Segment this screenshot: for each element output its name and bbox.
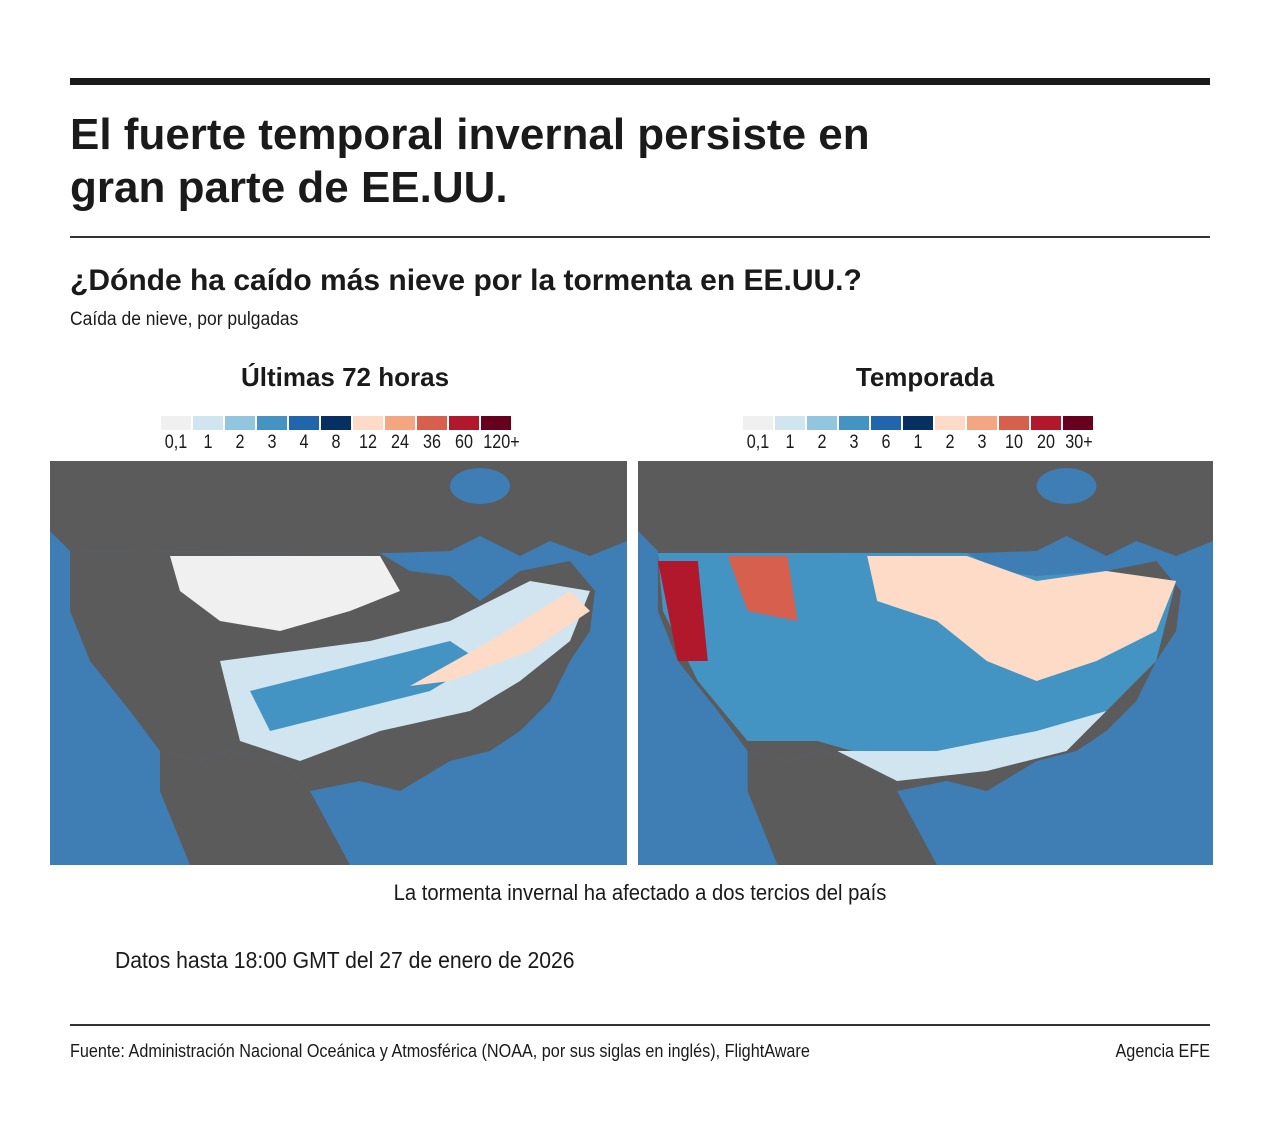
legend-item: 20 — [1031, 416, 1061, 454]
legend-72h: 0,1 1 2 3 4 8 12 24 36 60 120+ — [161, 416, 520, 454]
snow-area-rockies — [727, 556, 798, 621]
legend-item: 120+ — [481, 416, 520, 454]
legend-label: 3 — [849, 432, 859, 453]
legend-label: 8 — [331, 432, 341, 453]
legend-item: 4 — [289, 416, 319, 454]
map-72h — [50, 461, 627, 865]
legend-label: 2 — [235, 432, 245, 453]
legend-swatch — [743, 416, 773, 430]
legend-swatch — [481, 416, 511, 430]
canada-land — [638, 461, 1213, 556]
legend-item: 3 — [839, 416, 869, 454]
snow-area-northeast — [867, 556, 1177, 681]
legend-label: 120+ — [483, 432, 520, 453]
legend-item: 3 — [257, 416, 287, 454]
legend-item: 2 — [807, 416, 837, 454]
legend-item: 10 — [999, 416, 1029, 454]
legend-label: 12 — [359, 432, 377, 453]
legend-item: 60 — [449, 416, 479, 454]
legend-item: 24 — [385, 416, 415, 454]
legend-swatch — [839, 416, 869, 430]
legend-item: 1 — [775, 416, 805, 454]
legend-swatch — [257, 416, 287, 430]
legend-swatch — [807, 416, 837, 430]
legend-label: 6 — [881, 432, 891, 453]
legend-item: 0,1 — [161, 416, 191, 454]
chart-subtitle: ¿Dónde ha caído más nieve por la torment… — [70, 264, 862, 297]
map-season — [638, 461, 1213, 865]
legend-swatch — [161, 416, 191, 430]
snow-band-heavy — [250, 641, 480, 731]
panel-title-season: Temporada — [855, 362, 995, 392]
legend-swatch — [935, 416, 965, 430]
legend-item: 36 — [417, 416, 447, 454]
legend-label: 4 — [299, 432, 309, 453]
legend-swatch — [321, 416, 351, 430]
hudson-bay — [450, 468, 510, 504]
snow-area-west — [657, 561, 708, 661]
legend-item: 3 — [967, 416, 997, 454]
legend-label: 2 — [817, 432, 827, 453]
legend-swatch — [1031, 416, 1061, 430]
source: Fuente: Administración Nacional Oceánica… — [70, 1041, 810, 1061]
legend-label: 30+ — [1065, 432, 1093, 453]
divider — [70, 236, 1210, 238]
snow-area-south — [837, 711, 1107, 781]
legend-item: 1 — [903, 416, 933, 454]
legend-item: 8 — [321, 416, 351, 454]
unit-note: Caída de nieve, por pulgadas — [70, 309, 299, 330]
legend-item: 6 — [871, 416, 901, 454]
legend-label: 0,1 — [746, 432, 770, 453]
legend-item: 30+ — [1063, 416, 1093, 454]
legend-swatch — [999, 416, 1029, 430]
legend-swatch — [967, 416, 997, 430]
caption: La tormenta invernal ha afectado a dos t… — [393, 880, 887, 905]
hudson-bay — [1036, 468, 1097, 504]
canada-land — [50, 461, 627, 556]
legend-swatch — [225, 416, 255, 430]
legend-swatch — [871, 416, 901, 430]
legend-label: 1 — [913, 432, 923, 453]
legend-label: 3 — [977, 432, 987, 453]
legend-label: 10 — [1005, 432, 1023, 453]
legend-swatch — [449, 416, 479, 430]
headline: El fuerte temporal invernal persiste en … — [70, 110, 870, 212]
snow-area-north — [170, 556, 400, 631]
panel-title-72h: Últimas 72 horas — [240, 362, 450, 392]
credit: Agencia EFE — [1115, 1041, 1210, 1061]
legend-item: 2 — [225, 416, 255, 454]
legend-swatch — [385, 416, 415, 430]
legend-label: 3 — [267, 432, 277, 453]
snow-band-northeast — [410, 591, 590, 686]
legend-swatch — [903, 416, 933, 430]
legend-label: 36 — [423, 432, 441, 453]
legend-label: 1 — [785, 432, 795, 453]
mexico-land — [160, 751, 350, 865]
legend-label: 2 — [945, 432, 955, 453]
legend-season: 0,1 1 2 3 6 1 2 3 10 20 30+ — [743, 416, 1093, 454]
legend-swatch — [1063, 416, 1093, 430]
legend-item: 1 — [193, 416, 223, 454]
date-note: Datos hasta 18:00 GMT del 27 de enero de… — [115, 947, 575, 973]
legend-item: 12 — [353, 416, 383, 454]
legend-item: 2 — [935, 416, 965, 454]
legend-swatch — [289, 416, 319, 430]
legend-label: 24 — [391, 432, 409, 453]
footer-rule — [70, 1024, 1210, 1026]
legend-label: 0,1 — [164, 432, 188, 453]
legend-item: 0,1 — [743, 416, 773, 454]
top-rule — [70, 78, 1210, 85]
legend-label: 20 — [1037, 432, 1055, 453]
legend-label: 1 — [203, 432, 213, 453]
legend-label: 60 — [455, 432, 473, 453]
legend-swatch — [417, 416, 447, 430]
legend-swatch — [353, 416, 383, 430]
legend-swatch — [775, 416, 805, 430]
legend-swatch — [193, 416, 223, 430]
mexico-land — [747, 751, 937, 865]
